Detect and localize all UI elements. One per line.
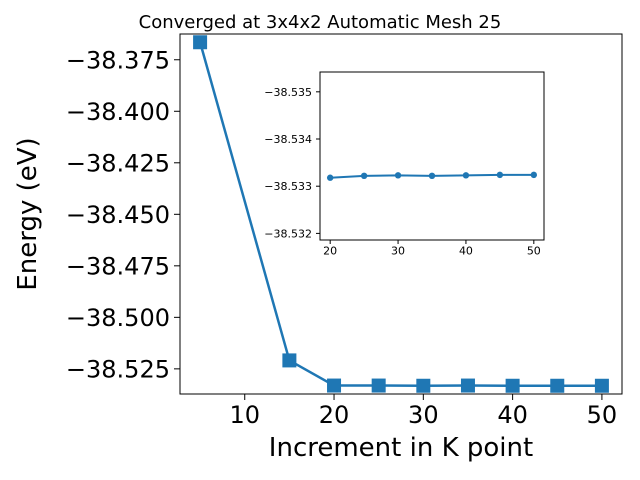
main-data-point	[371, 378, 386, 393]
inset-y-tick-label: −38.533	[264, 180, 312, 193]
inset-x-tick-label: 30	[391, 244, 405, 257]
chart-title: Converged at 3x4x2 Automatic Mesh 25	[138, 12, 502, 33]
main-data-point	[282, 353, 297, 368]
main-x-tick-label: 20	[319, 401, 350, 429]
main-data-point	[594, 378, 609, 393]
inset-data-point	[462, 172, 470, 179]
inset-data-point	[360, 172, 368, 180]
main-data-point	[460, 378, 475, 393]
inset-y-tick-label: −38.532	[264, 227, 312, 240]
inset-data-point	[394, 172, 402, 179]
inset-x-tick-label: 40	[459, 244, 473, 257]
main-y-tick-label: −38.525	[66, 355, 170, 383]
main-y-tick-label: −38.400	[66, 98, 170, 126]
main-x-tick-label: 40	[497, 401, 528, 429]
main-x-tick-label: 50	[587, 401, 618, 429]
main-data-point	[416, 378, 431, 393]
main-data-point	[327, 378, 342, 393]
inset-data-point	[326, 174, 334, 181]
main-y-tick-label: −38.450	[66, 201, 170, 229]
main-y-tick-label: −38.500	[66, 304, 170, 332]
inset-data-point	[428, 172, 436, 180]
y-axis-label: Energy (eV)	[13, 137, 43, 291]
main-x-tick-label: 10	[229, 401, 260, 429]
main-data-point	[550, 378, 565, 393]
inset-y-tick-label: −38.534	[264, 133, 312, 146]
main-y-tick-label: −38.475	[66, 252, 170, 280]
main-data-point	[193, 35, 208, 50]
inset-background	[320, 72, 544, 240]
inset-axes-frame	[319, 71, 545, 241]
x-axis-label: Increment in K point	[268, 433, 534, 463]
inset-x-tick-label: 20	[323, 244, 337, 257]
main-data-point	[505, 378, 520, 393]
inset-data-point	[496, 171, 504, 179]
main-y-tick-label: −38.425	[66, 149, 170, 177]
inset-x-tick-label: 50	[527, 244, 541, 257]
inset-y-tick-label: −38.535	[264, 86, 312, 99]
main-y-tick-label: −38.375	[66, 46, 170, 74]
inset-data-point	[530, 171, 538, 179]
main-x-tick-label: 30	[408, 401, 439, 429]
